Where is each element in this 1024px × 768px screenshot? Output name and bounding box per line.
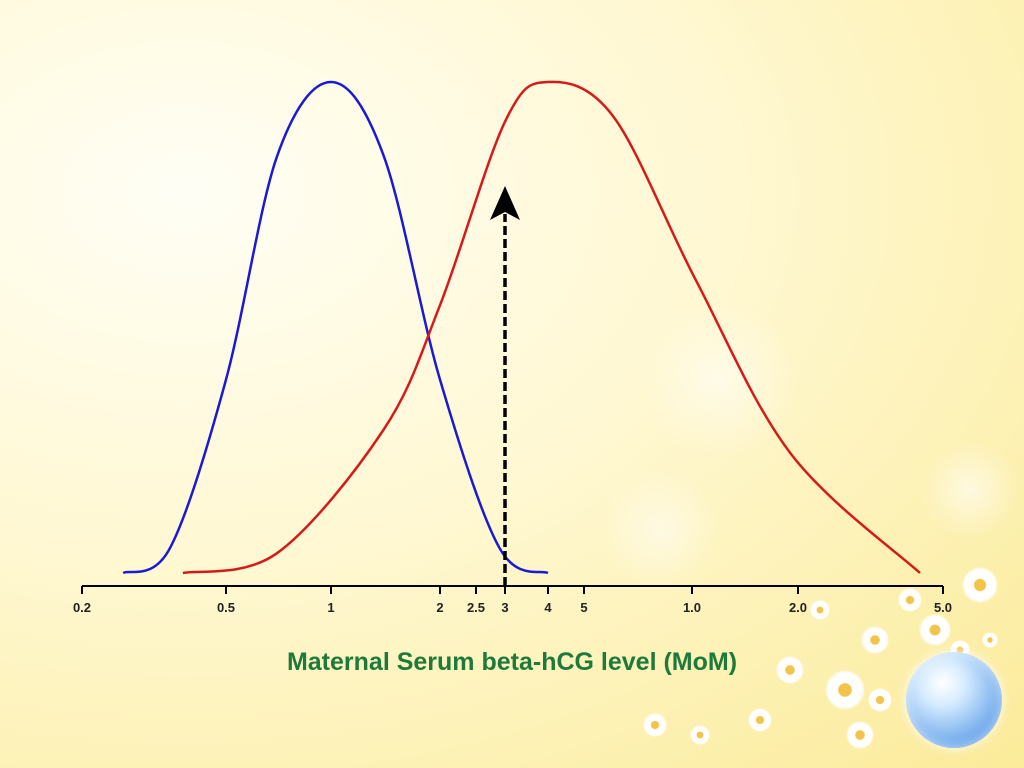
flower-decoration <box>825 670 865 710</box>
x-axis-label: Maternal Serum beta-hCG level (MoM) <box>286 648 738 676</box>
x-tick-label: 2 <box>436 600 443 615</box>
logo-orb <box>906 652 1002 748</box>
x-tick-label: 4 <box>544 600 552 615</box>
threshold-marker <box>490 186 520 586</box>
x-tick-label: 0.2 <box>73 600 91 615</box>
x-tick-label: 2.0 <box>789 600 807 615</box>
flower-decoration <box>690 725 710 745</box>
flower-decoration <box>861 626 889 654</box>
x-tick-label: 2.5 <box>467 600 485 615</box>
x-tick-label: 5 <box>580 600 587 615</box>
flower-decoration <box>748 708 772 732</box>
threshold-arrowhead <box>490 186 520 220</box>
flower-decoration <box>982 632 998 648</box>
flower-decoration <box>643 713 667 737</box>
x-tick-label: 3 <box>501 600 508 615</box>
flower-decoration <box>962 567 998 603</box>
x-tick-label: 5.0 <box>934 600 952 615</box>
flower-decoration <box>846 721 874 749</box>
flower-decoration <box>810 600 830 620</box>
blue-distribution-curve <box>122 80 549 575</box>
x-tick-label: 1 <box>327 600 334 615</box>
distribution-chart: 0.2 0.5 1 2 2.5 3 4 5 1.0 2.0 5.0 <box>73 80 952 615</box>
flower-decoration <box>776 656 804 684</box>
flower-decoration <box>868 688 892 712</box>
distribution-curves <box>122 80 921 575</box>
x-tick-label: 0.5 <box>217 600 235 615</box>
red-distribution-curve <box>182 80 921 575</box>
flower-decoration <box>919 614 951 646</box>
x-axis: 0.2 0.5 1 2 2.5 3 4 5 1.0 2.0 5.0 <box>73 585 952 615</box>
flower-decoration <box>898 588 922 612</box>
x-tick-label: 1.0 <box>683 600 701 615</box>
